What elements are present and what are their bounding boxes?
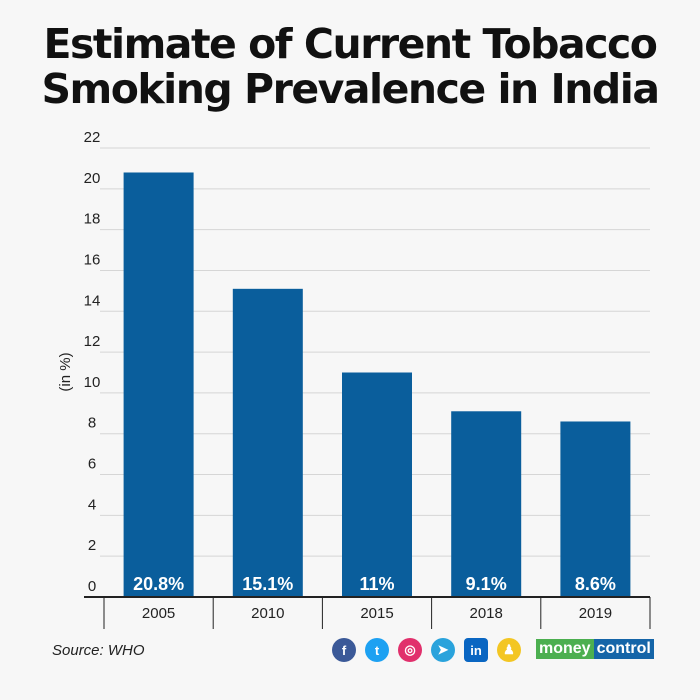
y-tick-label: 4 xyxy=(88,496,96,513)
logo-money: money xyxy=(536,639,594,659)
y-tick-label: 10 xyxy=(84,374,101,391)
bar xyxy=(342,372,412,597)
bar xyxy=(560,421,631,597)
source-note: Source: WHO xyxy=(52,642,145,659)
logo-control: control xyxy=(593,639,654,659)
bar xyxy=(123,172,194,597)
bar xyxy=(451,411,522,597)
data-label: 9.1% xyxy=(466,574,507,594)
instagram-icon[interactable]: ◎ xyxy=(398,638,422,662)
telegram-icon[interactable]: ➤ xyxy=(431,638,455,662)
linkedin-icon[interactable]: in xyxy=(464,638,488,662)
chart-title: Estimate of Current Tobacco Smoking Prev… xyxy=(41,20,660,113)
y-tick-label: 12 xyxy=(84,333,101,350)
x-tick-label: 2005 xyxy=(142,605,175,622)
bar xyxy=(232,288,303,597)
y-tick-label: 2 xyxy=(88,537,96,554)
y-tick-label: 8 xyxy=(88,415,96,432)
facebook-icon[interactable]: f xyxy=(332,638,356,662)
y-tick-label: 18 xyxy=(84,211,101,228)
y-tick-label: 14 xyxy=(84,292,101,309)
data-label: 8.6% xyxy=(575,574,616,594)
y-tick-label: 20 xyxy=(84,170,101,187)
y-tick-label: 0 xyxy=(88,578,96,595)
x-tick-label: 2010 xyxy=(251,605,284,622)
koo-icon[interactable]: ♟ xyxy=(497,638,521,662)
data-label: 15.1% xyxy=(242,574,293,594)
twitter-icon[interactable]: t xyxy=(365,638,389,662)
data-label: 20.8% xyxy=(133,574,184,594)
x-tick-label: 2015 xyxy=(360,605,393,622)
y-tick-label: 16 xyxy=(84,251,101,268)
moneycontrol-logo: money control xyxy=(536,639,654,659)
data-label: 11% xyxy=(359,574,394,594)
y-tick-label: 22 xyxy=(84,129,101,146)
y-axis-label: (in %) xyxy=(57,352,74,391)
x-tick-label: 2018 xyxy=(470,605,503,622)
x-tick-label: 2019 xyxy=(579,605,612,622)
y-tick-label: 6 xyxy=(88,456,96,473)
